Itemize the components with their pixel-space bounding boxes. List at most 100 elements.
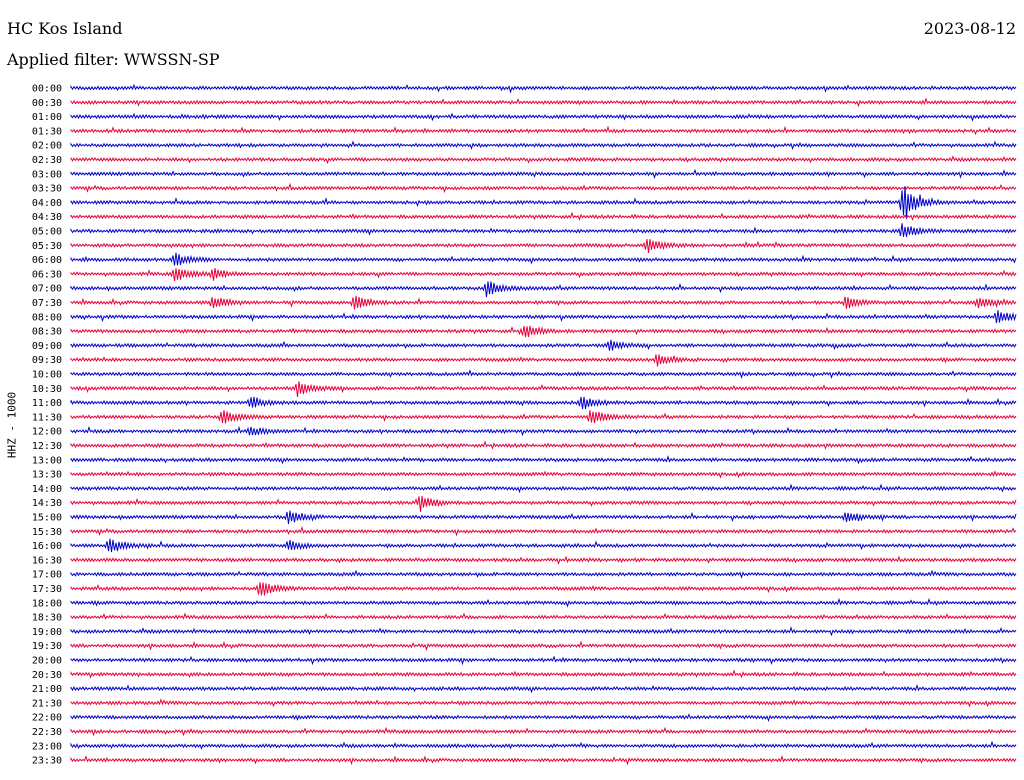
seismic-traces: [70, 83, 1017, 766]
row-tick-label: 15:00: [32, 513, 62, 524]
trace-line: [70, 410, 1017, 424]
trace-line: [70, 740, 1017, 750]
row-tick-label: 09:30: [32, 355, 62, 366]
trace-line: [70, 168, 1017, 180]
row-tick-label: 19:00: [32, 627, 62, 638]
trace-line: [70, 455, 1017, 465]
row-tick-label: 05:30: [32, 241, 62, 252]
row-tick-label: 08:30: [32, 327, 62, 338]
trace-line: [70, 239, 1017, 253]
row-tick-label: 19:30: [32, 641, 62, 652]
trace-line: [70, 182, 1017, 194]
trace-line: [70, 726, 1017, 737]
trace-line: [70, 354, 1017, 367]
row-tick-label: 12:30: [32, 441, 62, 452]
row-tick-label: 06:30: [32, 269, 62, 280]
row-tick-label: 16:00: [32, 541, 62, 552]
row-tick-label: 08:00: [32, 312, 62, 323]
row-tick-label: 23:30: [32, 756, 62, 767]
row-tick-label: 05:00: [32, 227, 62, 238]
trace-line: [70, 698, 1017, 708]
trace-line: [70, 555, 1017, 565]
row-tick-label: 15:30: [32, 527, 62, 538]
row-tick-label: 01:30: [32, 126, 62, 137]
row-tick-label: 23:00: [32, 741, 62, 752]
trace-line: [70, 470, 1017, 479]
row-tick-label: 02:00: [32, 141, 62, 152]
trace-line: [70, 369, 1017, 379]
trace-line: [70, 612, 1017, 621]
trace-line: [70, 97, 1017, 108]
trace-line: [70, 597, 1017, 608]
trace-line: [70, 640, 1017, 652]
trace-line: [70, 252, 1017, 266]
trace-line: [70, 211, 1017, 221]
row-tick-label: 00:00: [32, 84, 62, 95]
row-tick-label: 14:00: [32, 484, 62, 495]
row-tick-label: 17:00: [32, 570, 62, 581]
row-tick-label: 16:30: [32, 555, 62, 566]
trace-line: [70, 186, 1017, 220]
trace-line: [70, 140, 1017, 151]
row-tick-label: 04:30: [32, 212, 62, 223]
record-date: 2023-08-12: [923, 19, 1016, 38]
row-tick-label: 11:30: [32, 412, 62, 423]
trace-line: [70, 339, 1017, 351]
trace-line: [70, 440, 1017, 450]
row-tick-label: 01:00: [32, 112, 62, 123]
row-tick-label: 12:00: [32, 427, 62, 438]
row-tick-label: 06:00: [32, 255, 62, 266]
trace-line: [70, 268, 1017, 281]
row-tick-label: 07:00: [32, 284, 62, 295]
row-tick-label: 03:00: [32, 169, 62, 180]
trace-line: [70, 713, 1017, 723]
row-tick-label: 10:30: [32, 384, 62, 395]
trace-line: [70, 495, 1017, 512]
trace-line: [70, 538, 1017, 553]
trace-line: [70, 425, 1017, 437]
row-tick-label: 10:00: [32, 370, 62, 381]
trace-line: [70, 223, 1017, 237]
row-tick-label: 18:00: [32, 598, 62, 609]
trace-line: [70, 310, 1017, 324]
row-tick-label: 04:00: [32, 198, 62, 209]
trace-line: [70, 510, 1017, 525]
row-tick-label: 22:30: [32, 727, 62, 738]
filter-label: Applied filter: WWSSN-SP: [7, 50, 220, 69]
row-tick-label: 07:30: [32, 298, 62, 309]
row-tick-label: 13:00: [32, 455, 62, 466]
trace-line: [70, 83, 1017, 94]
trace-line: [70, 483, 1017, 494]
trace-line: [70, 683, 1017, 694]
trace-line: [70, 582, 1017, 596]
trace-line: [70, 112, 1017, 122]
row-tick-label: 02:30: [32, 155, 62, 166]
trace-line: [70, 155, 1017, 165]
trace-line: [70, 295, 1017, 310]
trace-line: [70, 325, 1017, 338]
row-tick-label: 11:00: [32, 398, 62, 409]
trace-line: [70, 754, 1017, 766]
row-tick-label: 14:30: [32, 498, 62, 509]
trace-line: [70, 396, 1017, 410]
row-tick-label: 21:00: [32, 684, 62, 695]
trace-line: [70, 281, 1017, 298]
trace-line: [70, 381, 1017, 397]
row-tick-label: 21:30: [32, 698, 62, 709]
row-tick-label: 13:30: [32, 470, 62, 481]
trace-line: [70, 569, 1017, 579]
row-tick-label: 18:30: [32, 613, 62, 624]
row-tick-label: 09:00: [32, 341, 62, 352]
row-tick-label: 20:00: [32, 656, 62, 667]
station-name: HC Kos Island: [7, 19, 123, 38]
trace-line: [70, 125, 1017, 136]
row-tick-labels: 00:00 00:30 01:00 01:30 02:00 02:30 03:00 03:30…: [32, 84, 62, 767]
trace-line: [70, 626, 1017, 637]
trace-line: [70, 525, 1017, 537]
row-tick-label: 22:00: [32, 713, 62, 724]
trace-line: [70, 655, 1017, 666]
row-tick-label: 00:30: [32, 98, 62, 109]
row-tick-label: 17:30: [32, 584, 62, 595]
row-tick-label: 20:30: [32, 670, 62, 681]
